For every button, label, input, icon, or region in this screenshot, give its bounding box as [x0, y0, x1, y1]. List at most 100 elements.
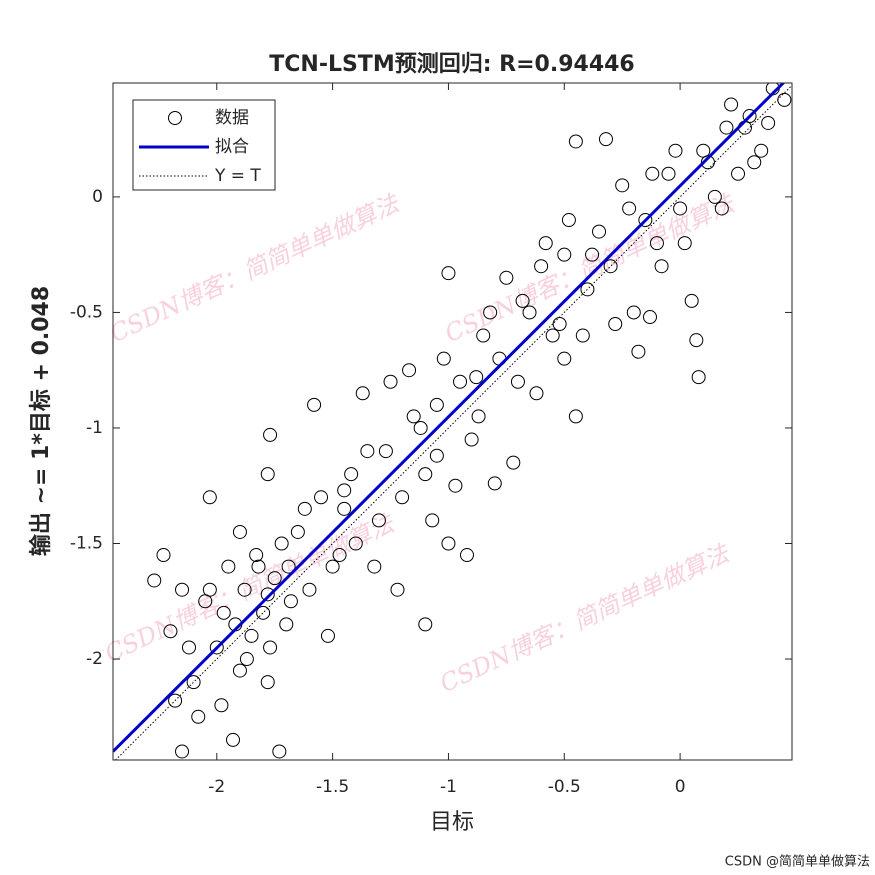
data-point — [395, 490, 410, 505]
data-point — [314, 490, 329, 505]
data-point — [689, 333, 704, 348]
data-point — [344, 467, 359, 482]
legend-symbol — [168, 111, 182, 125]
data-point — [441, 266, 456, 281]
data-point — [263, 640, 278, 655]
data-point — [622, 201, 637, 216]
data-point — [719, 120, 734, 135]
data-point — [557, 247, 572, 262]
data-point — [691, 370, 706, 385]
x-tick-label: 0 — [675, 777, 686, 797]
data-point — [429, 397, 444, 412]
chart-title: TCN-LSTM预测回归: R=0.94446 — [269, 52, 635, 77]
data-point — [724, 97, 739, 112]
data-point — [608, 316, 623, 331]
data-point — [263, 427, 278, 442]
data-point — [406, 409, 421, 424]
data-point — [237, 582, 252, 597]
x-tick-label: -0.5 — [548, 777, 581, 797]
data-point — [337, 501, 352, 516]
data-point — [603, 259, 618, 274]
data-point — [707, 189, 722, 204]
data-point — [378, 444, 393, 459]
data-point — [186, 675, 201, 690]
data-point — [642, 310, 657, 325]
x-tick-label: -1 — [440, 777, 457, 797]
data-point — [348, 536, 363, 551]
y-tick-label: -1.5 — [70, 533, 103, 553]
x-axis-label: 目标 — [430, 810, 474, 835]
data-point — [483, 305, 498, 320]
data-point — [487, 476, 502, 491]
data-point — [320, 628, 335, 643]
data-point — [402, 363, 417, 378]
data-point — [307, 397, 322, 412]
data-point — [163, 624, 178, 639]
data-point — [418, 467, 433, 482]
data-point — [332, 548, 347, 563]
footer: CSDN @简简单单做算法 — [725, 854, 870, 870]
data-point — [232, 663, 247, 678]
data-point — [615, 178, 630, 193]
data-point — [661, 166, 676, 181]
data-point — [649, 236, 664, 251]
data-point — [459, 548, 474, 563]
legend-label: 拟合 — [215, 137, 249, 157]
data-point — [631, 344, 646, 359]
data-point — [274, 536, 289, 551]
data-point — [529, 386, 544, 401]
data-point — [429, 448, 444, 463]
data-point — [239, 652, 254, 667]
data-point — [557, 351, 572, 366]
data-point — [645, 166, 660, 181]
data-point — [202, 490, 217, 505]
y-tick-label: -1 — [86, 418, 103, 438]
data-point — [302, 582, 317, 597]
data-point — [534, 259, 549, 274]
data-point — [668, 143, 683, 158]
data-point — [232, 524, 247, 539]
data-point — [175, 582, 190, 597]
data-point — [568, 134, 583, 149]
data-point — [654, 259, 669, 274]
data-point — [684, 293, 699, 308]
data-point — [267, 571, 282, 586]
data-point — [471, 409, 486, 424]
data-point — [297, 501, 312, 516]
data-point — [598, 132, 613, 147]
data-point — [214, 698, 229, 713]
x-tick-label: -1.5 — [316, 777, 349, 797]
data-point — [626, 305, 641, 320]
data-point — [260, 467, 275, 482]
data-point — [279, 617, 294, 632]
data-point — [226, 732, 241, 747]
data-point — [580, 282, 595, 297]
data-point — [754, 143, 769, 158]
data-point — [175, 744, 190, 759]
data-point — [448, 478, 463, 493]
data-point — [568, 409, 583, 424]
data-point — [256, 605, 271, 620]
data-point — [638, 213, 653, 228]
data-point — [425, 513, 440, 528]
marks — [113, 83, 792, 760]
data-point — [436, 351, 451, 366]
data-point — [673, 201, 688, 216]
data-point — [499, 270, 514, 285]
fit-line — [113, 83, 786, 753]
data-point — [714, 201, 729, 216]
identity-line — [114, 84, 792, 760]
data-point — [244, 628, 259, 643]
data-point — [281, 559, 296, 574]
data-point — [191, 709, 206, 724]
data-point — [747, 155, 762, 170]
data-point — [510, 374, 525, 389]
legend-label: 数据 — [215, 108, 249, 128]
data-point — [360, 444, 375, 459]
data-point — [592, 224, 607, 239]
data-point — [561, 213, 576, 228]
data-point — [251, 559, 266, 574]
data-point — [325, 559, 340, 574]
